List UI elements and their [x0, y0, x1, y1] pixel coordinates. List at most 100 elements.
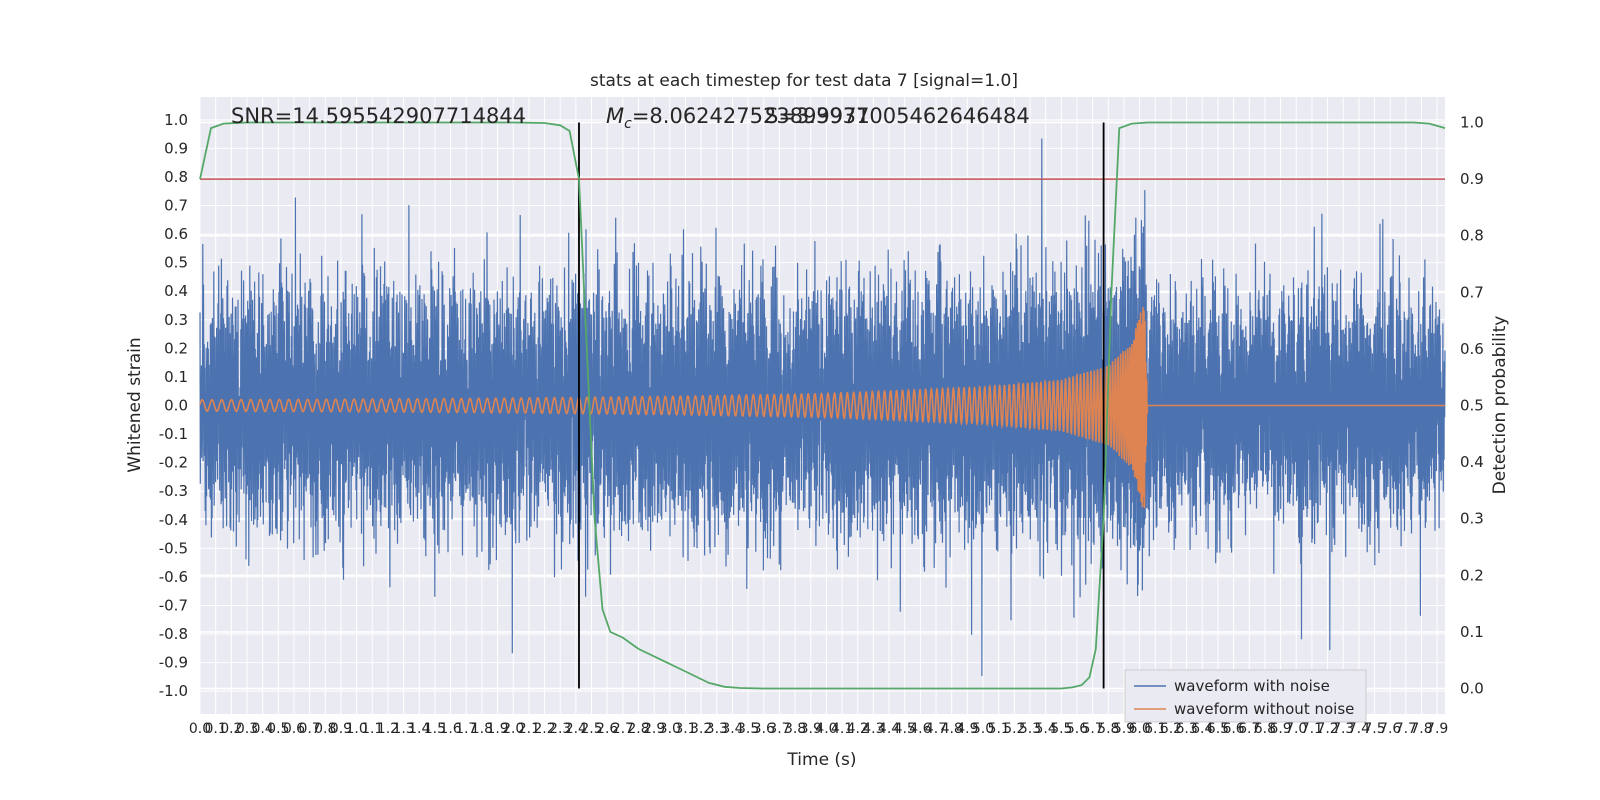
- x-tick-label: 0.0: [189, 721, 211, 737]
- y-tick-label: -0.4: [159, 511, 188, 529]
- x-tick-label: 6.8: [1254, 721, 1276, 737]
- right-y-tick-labels: 0.0 0.1 0.2 0.3 0.4 0.5 0.6 0.7 0.8 0.9 1.0: [1460, 113, 1484, 697]
- y-tick-label: 0.5: [164, 254, 188, 272]
- x-tick-label: 0.5: [267, 721, 289, 737]
- x-tick-label: 0.4: [252, 721, 274, 737]
- x-tick-label: 6.0: [1128, 721, 1150, 737]
- x-tick-label: 0.8: [314, 721, 336, 737]
- x-tick-label: 5.6: [1066, 721, 1088, 737]
- y2-tick-label: 0.3: [1460, 510, 1484, 528]
- chirp-mass-value: =8.062427523899971: [632, 104, 870, 128]
- x-tick-label: 5.3: [1019, 721, 1041, 737]
- right-y-axis-label: Detection probability: [1490, 316, 1510, 495]
- y-tick-label: 0.4: [164, 282, 188, 300]
- x-tick-label: 5.5: [1050, 721, 1072, 737]
- series-line-waveform-without-noise: [199, 307, 1445, 509]
- x-tick-label: 4.0: [815, 721, 837, 737]
- x-tick-label: 5.7: [1082, 721, 1104, 737]
- y-axis-label: Whitened strain: [125, 337, 145, 472]
- x-tick-label: 3.0: [659, 721, 681, 737]
- x-axis-label: Time (s): [786, 750, 856, 770]
- y-tick-label: -0.6: [159, 568, 188, 586]
- x-tick-label: 6.3: [1175, 721, 1197, 737]
- x-tick-label: 3.3: [706, 721, 728, 737]
- x-tick-label: 7.2: [1316, 721, 1338, 737]
- y-tick-label: -0.7: [159, 596, 188, 614]
- legend: waveform with noise waveform without noi…: [1124, 669, 1367, 723]
- x-tick-label: 3.9: [800, 721, 822, 737]
- x-tick-label: 0.2: [220, 721, 242, 737]
- x-tick-label: 2.1: [518, 721, 540, 737]
- y2-tick-label: 0.8: [1460, 227, 1484, 245]
- x-tick-label: 2.5: [580, 721, 602, 737]
- x-tick-label: 2.0: [502, 721, 524, 737]
- snr-annotation: SNR=14.595542907714844: [231, 104, 526, 128]
- x-tick-label: 6.1: [1144, 721, 1166, 737]
- y-tick-label: -0.3: [159, 482, 188, 500]
- legend-label-waveform-with-noise: waveform with noise: [1174, 677, 1330, 695]
- x-tick-label: 5.1: [988, 721, 1010, 737]
- x-tick-label: 7.1: [1301, 721, 1323, 737]
- y-tick-label: -0.5: [159, 539, 188, 557]
- x-tick-label: 3.4: [721, 721, 743, 737]
- x-tick-label: 2.8: [627, 721, 649, 737]
- x-tick-label: 2.7: [612, 721, 634, 737]
- y-tick-label: 0.3: [164, 311, 188, 329]
- x-tick-label: 7.9: [1426, 721, 1448, 737]
- x-tick-label: 1.3: [392, 721, 414, 737]
- x-tick-label: 3.5: [737, 721, 759, 737]
- y2-tick-label: 0.5: [1460, 397, 1484, 415]
- x-tick-label: 4.1: [831, 721, 853, 737]
- x-tick-label: 3.8: [784, 721, 806, 737]
- y-tick-label: 0.6: [164, 225, 188, 243]
- series-line-detection-probability: [199, 121, 1446, 690]
- x-tick-label: 1.8: [471, 721, 493, 737]
- y-tick-label: 0.1: [164, 368, 188, 386]
- x-tick-label: 1.2: [377, 721, 399, 737]
- x-tick-label: 2.9: [643, 721, 665, 737]
- x-tick-label: 0.3: [236, 721, 258, 737]
- x-tick-label: 4.2: [847, 721, 869, 737]
- x-tick-label: 0.9: [330, 721, 352, 737]
- x-tick-label: 3.1: [674, 721, 696, 737]
- x-tick-labels: 0.00.10.20.30.40.50.60.70.80.91.01.11.21…: [189, 721, 1448, 737]
- x-tick-label: 4.9: [956, 721, 978, 737]
- x-tick-label: 5.0: [972, 721, 994, 737]
- y-tick-label: 0.9: [164, 139, 188, 157]
- x-tick-label: 4.3: [862, 721, 884, 737]
- x-tick-label: 7.4: [1348, 721, 1370, 737]
- x-tick-label: 4.7: [925, 721, 947, 737]
- x-tick-label: 4.5: [894, 721, 916, 737]
- x-tick-label: 6.5: [1207, 721, 1229, 737]
- x-tick-label: 6.7: [1238, 721, 1260, 737]
- x-tick-label: 1.7: [455, 721, 477, 737]
- y2-tick-label: 0.6: [1460, 340, 1484, 358]
- chirp-mass-symbol: M: [606, 104, 624, 128]
- x-tick-label: 3.6: [753, 721, 775, 737]
- y-tick-label: -0.9: [159, 654, 188, 672]
- y-tick-label: -0.1: [159, 425, 188, 443]
- y2-tick-label: 0.1: [1460, 623, 1484, 641]
- x-tick-label: 2.3: [549, 721, 571, 737]
- y-tick-label: 0.8: [164, 168, 188, 186]
- x-tick-label: 1.6: [439, 721, 461, 737]
- y2-tick-label: 1.0: [1460, 113, 1484, 131]
- legend-box: [1124, 669, 1367, 723]
- series-line-waveform-with-noise: [199, 138, 1446, 677]
- x-tick-label: 0.1: [205, 721, 227, 737]
- legend-label-waveform-without-noise: waveform without noise: [1174, 700, 1354, 718]
- x-tick-label: 1.9: [486, 721, 508, 737]
- y2-tick-label: 0.0: [1460, 680, 1484, 698]
- left-y-tick-labels: -1.0 -0.9 -0.8 -0.7 -0.6 -0.5 -0.4 -0.3 -0.2 -0.1…: [159, 111, 188, 700]
- x-tick-label: 7.6: [1379, 721, 1401, 737]
- y2-tick-label: 0.4: [1460, 453, 1484, 471]
- x-tick-label: 7.0: [1285, 721, 1307, 737]
- x-tick-label: 0.6: [283, 721, 305, 737]
- x-tick-label: 1.1: [361, 721, 383, 737]
- x-tick-label: 5.8: [1097, 721, 1119, 737]
- chirp-mass-subscript: c: [624, 116, 632, 132]
- x-tick-label: 1.0: [345, 721, 367, 737]
- x-tick-label: 7.8: [1410, 721, 1432, 737]
- x-tick-label: 6.4: [1191, 721, 1213, 737]
